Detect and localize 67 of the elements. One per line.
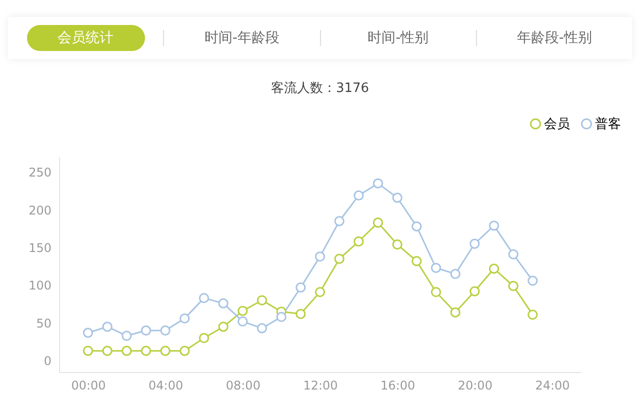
- point: [102, 346, 112, 356]
- point: [488, 220, 500, 231]
- point: [392, 192, 402, 203]
- point: [334, 254, 344, 264]
- point: [430, 262, 442, 273]
- point: [314, 252, 326, 262]
- point: [450, 307, 460, 318]
- point: [122, 330, 132, 341]
- point: [508, 249, 518, 260]
- point: [198, 293, 210, 304]
- y-tick-label: 150: [28, 241, 52, 256]
- point: [238, 306, 248, 316]
- point: [102, 322, 112, 332]
- point: [160, 346, 170, 356]
- point: [140, 325, 152, 336]
- point: [256, 323, 268, 334]
- point: [160, 325, 170, 336]
- point: [488, 264, 500, 274]
- point: [314, 286, 326, 298]
- point: [140, 346, 152, 356]
- x-tick-label: 12:00: [303, 378, 338, 392]
- y-tick-label: 100: [28, 278, 52, 293]
- point: [218, 322, 228, 332]
- y-tick-label: 200: [28, 203, 52, 218]
- x-tick-label: 00:00: [71, 378, 106, 392]
- x-tick-label: 16:00: [380, 378, 416, 392]
- point: [198, 332, 210, 344]
- point: [334, 216, 344, 226]
- point: [430, 286, 442, 298]
- point: [180, 346, 190, 356]
- point: [82, 328, 94, 338]
- y-tick-label: 0: [44, 354, 52, 368]
- x-tick-label: 24:00: [535, 378, 570, 392]
- point: [276, 312, 286, 322]
- point: [122, 346, 132, 356]
- point: [256, 295, 268, 306]
- point: [470, 238, 480, 249]
- point: [238, 316, 248, 327]
- point: [412, 256, 422, 266]
- point: [528, 276, 538, 286]
- point: [354, 236, 364, 247]
- point: [296, 308, 306, 319]
- point: [412, 221, 422, 232]
- text: 时间-性别: [368, 29, 429, 48]
- point: [528, 310, 538, 320]
- point: [372, 218, 384, 228]
- x-tick-label: 20:00: [458, 378, 492, 392]
- chart-title: 客流人数：3176: [270, 80, 370, 96]
- point: [450, 268, 460, 279]
- point: [372, 178, 384, 188]
- legend-label: 普客: [595, 116, 621, 132]
- text: 时间-年龄段: [204, 29, 280, 48]
- text: 年龄段-性别: [516, 29, 592, 48]
- point: [470, 286, 480, 296]
- text: 会员统计: [26, 25, 145, 51]
- point: [354, 190, 364, 201]
- y-tick-label: 250: [28, 166, 52, 180]
- point: [508, 280, 518, 292]
- point: [392, 239, 402, 250]
- point: [82, 346, 94, 356]
- x-tick-label: 04:00: [148, 378, 184, 392]
- y-tick-label: 50: [36, 316, 52, 330]
- point: [180, 313, 190, 324]
- legend-label: 会员: [544, 116, 570, 132]
- point: [296, 282, 306, 293]
- point: [218, 298, 228, 308]
- x-tick-label: 08:00: [226, 378, 260, 392]
